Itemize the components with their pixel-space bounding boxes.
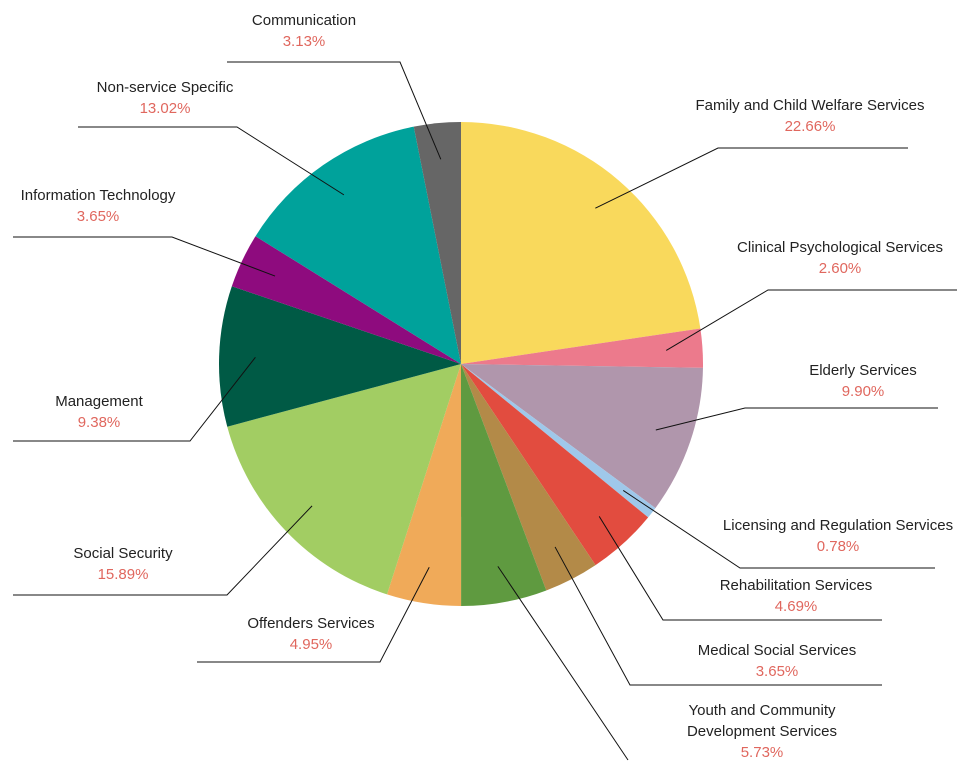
slice-label: Rehabilitation Services 4.69% bbox=[666, 575, 926, 617]
pie-slice bbox=[413, 122, 461, 364]
leader-line bbox=[554, 546, 882, 686]
slice-value: 4.69% bbox=[774, 598, 818, 615]
slice-value: 9.38% bbox=[77, 414, 121, 431]
leader-line bbox=[197, 566, 430, 663]
slice-name: Information Technology bbox=[20, 187, 176, 204]
slice-label: Family and Child Welfare Services 22.66% bbox=[660, 95, 960, 137]
leader-line bbox=[655, 407, 938, 431]
pie-slice bbox=[461, 364, 656, 518]
slice-name: Clinical Psychological Services bbox=[737, 239, 943, 256]
leader-line bbox=[78, 126, 345, 196]
slice-label: Youth and Community Development Services… bbox=[667, 700, 857, 763]
leader-line bbox=[13, 505, 313, 596]
slice-value: 3.65% bbox=[755, 663, 799, 680]
slice-name: Elderly Services bbox=[809, 362, 917, 379]
pie-slice bbox=[461, 364, 547, 606]
leader-line bbox=[595, 147, 908, 209]
slice-label: Communication 3.13% bbox=[204, 10, 404, 52]
slice-label: Offenders Services 4.95% bbox=[191, 613, 431, 655]
leader-line bbox=[13, 357, 256, 442]
pie-slice bbox=[387, 364, 462, 606]
slice-name: Youth and Community Development Services bbox=[686, 702, 838, 740]
pie-slice bbox=[461, 328, 703, 368]
slice-name: Social Security bbox=[73, 545, 173, 562]
leader-line bbox=[598, 516, 882, 621]
leader-line bbox=[665, 289, 957, 351]
slice-value: 3.13% bbox=[282, 33, 326, 50]
slice-label: Non-service Specific 13.02% bbox=[55, 77, 275, 119]
slice-name: Licensing and Regulation Services bbox=[722, 517, 954, 534]
slice-value: 2.60% bbox=[818, 260, 862, 277]
slice-name: Non-service Specific bbox=[96, 79, 234, 96]
pie-slice bbox=[255, 126, 461, 364]
slice-label: Information Technology 3.65% bbox=[0, 185, 208, 227]
slice-value: 3.65% bbox=[76, 208, 120, 225]
leader-line bbox=[227, 61, 442, 160]
slice-value: 22.66% bbox=[784, 118, 836, 135]
pie-slice bbox=[461, 364, 649, 566]
slice-value: 0.78% bbox=[816, 538, 860, 555]
slice-value: 13.02% bbox=[139, 100, 191, 117]
leader-line bbox=[622, 490, 935, 569]
pie-slice bbox=[231, 236, 461, 364]
slice-value: 5.73% bbox=[740, 744, 784, 761]
slice-name: Communication bbox=[251, 12, 357, 29]
pie-slice bbox=[218, 286, 461, 427]
slice-label: Elderly Services 9.90% bbox=[763, 360, 963, 402]
slice-label: Medical Social Services 3.65% bbox=[647, 640, 907, 682]
pie-slice bbox=[461, 364, 703, 509]
slice-name: Rehabilitation Services bbox=[719, 577, 873, 594]
leader-line bbox=[497, 566, 629, 761]
slice-name: Family and Child Welfare Services bbox=[695, 97, 925, 114]
slice-name: Medical Social Services bbox=[697, 642, 857, 659]
slice-label: Clinical Psychological Services 2.60% bbox=[690, 237, 977, 279]
slice-label: Licensing and Regulation Services 0.78% bbox=[688, 515, 977, 557]
slice-name: Management bbox=[55, 393, 143, 410]
slice-label: Management 9.38% bbox=[0, 391, 199, 433]
slice-value: 4.95% bbox=[289, 636, 333, 653]
slice-value: 15.89% bbox=[97, 566, 149, 583]
pie-slice bbox=[461, 364, 596, 591]
pie-slice bbox=[227, 364, 461, 595]
pie-slice bbox=[461, 122, 701, 364]
slice-value: 9.90% bbox=[841, 383, 885, 400]
slice-name: Offenders Services bbox=[247, 615, 375, 632]
slice-label: Social Security 15.89% bbox=[23, 543, 223, 585]
leader-line bbox=[13, 236, 276, 277]
